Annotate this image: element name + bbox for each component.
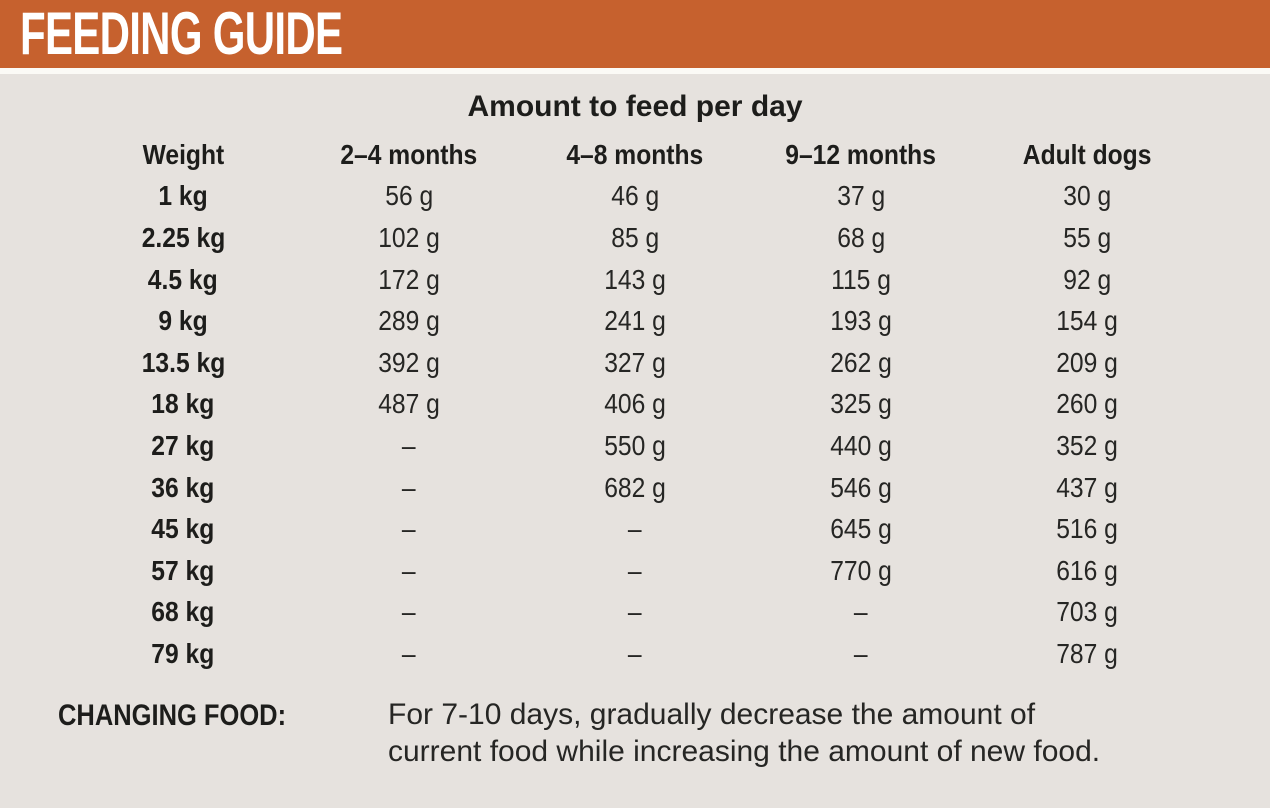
weight-cell: 57 kg [151, 554, 215, 586]
table-body: 1 kg 56 g 46 g 37 g 30 g 2.25 kg 102 g 85 g 68 g… [70, 176, 1200, 675]
value-cell: 143 g [604, 263, 666, 295]
value-cell: 682 g [604, 471, 666, 503]
table-row: 4.5 kg 172 g 143 g 115 g 92 g [70, 259, 1200, 301]
table-row: 27 kg – 550 g 440 g 352 g [70, 425, 1200, 467]
table-row: 2.25 kg 102 g 85 g 68 g 55 g [70, 217, 1200, 259]
changing-food-label: CHANGING FOOD: [58, 699, 287, 732]
column-header-9-12-months: 9–12 months [785, 138, 937, 170]
changing-food-note-line-1: For 7-10 days, gradually decrease the am… [388, 698, 1036, 731]
value-cell: 56 g [385, 180, 433, 212]
value-cell: 787 g [1056, 637, 1118, 669]
value-cell: – [854, 596, 868, 628]
value-cell: 193 g [830, 305, 892, 337]
value-cell: 616 g [1056, 554, 1118, 586]
value-cell: 289 g [378, 305, 440, 337]
value-cell: 154 g [1056, 305, 1118, 337]
table-title: Amount to feed per day [467, 90, 803, 123]
table-row: 36 kg – 682 g 546 g 437 g [70, 467, 1200, 509]
value-cell: – [402, 513, 416, 545]
value-cell: – [402, 429, 416, 461]
changing-food-note: For 7-10 days, gradually decrease the am… [388, 696, 1100, 770]
weight-cell: 27 kg [151, 429, 215, 461]
value-cell: 209 g [1056, 346, 1118, 378]
value-cell: 92 g [1063, 263, 1111, 295]
value-cell: – [402, 596, 416, 628]
table-row: 1 kg 56 g 46 g 37 g 30 g [70, 176, 1200, 218]
value-cell: – [628, 554, 642, 586]
value-cell: 172 g [378, 263, 440, 295]
value-cell: 546 g [830, 471, 892, 503]
table-header-row: Weight 2–4 months 4–8 months 9–12 months… [70, 134, 1200, 176]
value-cell: – [628, 596, 642, 628]
table-row: 79 kg – – – 787 g [70, 633, 1200, 675]
value-cell: 30 g [1063, 180, 1111, 212]
value-cell: 37 g [837, 180, 885, 212]
value-cell: 46 g [611, 180, 659, 212]
feeding-table: Weight 2–4 months 4–8 months 9–12 months… [70, 134, 1200, 675]
value-cell: 85 g [611, 221, 659, 253]
table-row: 68 kg – – – 703 g [70, 592, 1200, 634]
value-cell: – [854, 637, 868, 669]
value-cell: 115 g [831, 263, 891, 295]
value-cell: – [402, 637, 416, 669]
value-cell: 487 g [378, 388, 440, 420]
weight-cell: 4.5 kg [148, 263, 218, 295]
value-cell: 550 g [604, 429, 666, 461]
weight-cell: 79 kg [151, 637, 215, 669]
value-cell: – [402, 471, 416, 503]
page-title: FEEDING GUIDE [20, 0, 343, 67]
value-cell: 102 g [378, 221, 440, 253]
changing-food-note-line-2: current food while increasing the amount… [388, 735, 1101, 768]
value-cell: 406 g [604, 388, 666, 420]
value-cell: 241 g [604, 305, 666, 337]
value-cell: 645 g [830, 513, 892, 545]
header-bar: FEEDING GUIDE [0, 0, 1270, 68]
value-cell: 516 g [1056, 513, 1118, 545]
value-cell: 770 g [830, 554, 892, 586]
column-header-weight: Weight [142, 138, 224, 170]
value-cell: – [628, 637, 642, 669]
value-cell: 352 g [1056, 429, 1118, 461]
table-row: 57 kg – – 770 g 616 g [70, 550, 1200, 592]
weight-cell: 36 kg [151, 471, 215, 503]
value-cell: 262 g [830, 346, 892, 378]
value-cell: 703 g [1056, 596, 1118, 628]
weight-cell: 9 kg [158, 305, 208, 337]
column-header-2-4-months: 2–4 months [340, 138, 478, 170]
table-row: 13.5 kg 392 g 327 g 262 g 209 g [70, 342, 1200, 384]
weight-cell: 1 kg [158, 180, 208, 212]
table-row: 18 kg 487 g 406 g 325 g 260 g [70, 384, 1200, 426]
value-cell: – [628, 513, 642, 545]
value-cell: 55 g [1063, 221, 1111, 253]
weight-cell: 45 kg [151, 513, 215, 545]
value-cell: 260 g [1056, 388, 1118, 420]
column-header-adult-dogs: Adult dogs [1022, 138, 1152, 170]
value-cell: 440 g [830, 429, 892, 461]
value-cell: 325 g [830, 388, 892, 420]
weight-cell: 68 kg [151, 596, 215, 628]
feeding-guide-panel: Amount to feed per day Weight 2–4 months… [0, 74, 1270, 808]
table-row: 45 kg – – 645 g 516 g [70, 508, 1200, 550]
value-cell: 392 g [378, 346, 440, 378]
weight-cell: 18 kg [151, 388, 215, 420]
weight-cell: 2.25 kg [141, 221, 225, 253]
value-cell: 68 g [837, 221, 885, 253]
column-header-4-8-months: 4–8 months [566, 138, 704, 170]
table-row: 9 kg 289 g 241 g 193 g 154 g [70, 300, 1200, 342]
value-cell: 437 g [1056, 471, 1118, 503]
value-cell: – [402, 554, 416, 586]
weight-cell: 13.5 kg [141, 346, 225, 378]
value-cell: 327 g [604, 346, 666, 378]
